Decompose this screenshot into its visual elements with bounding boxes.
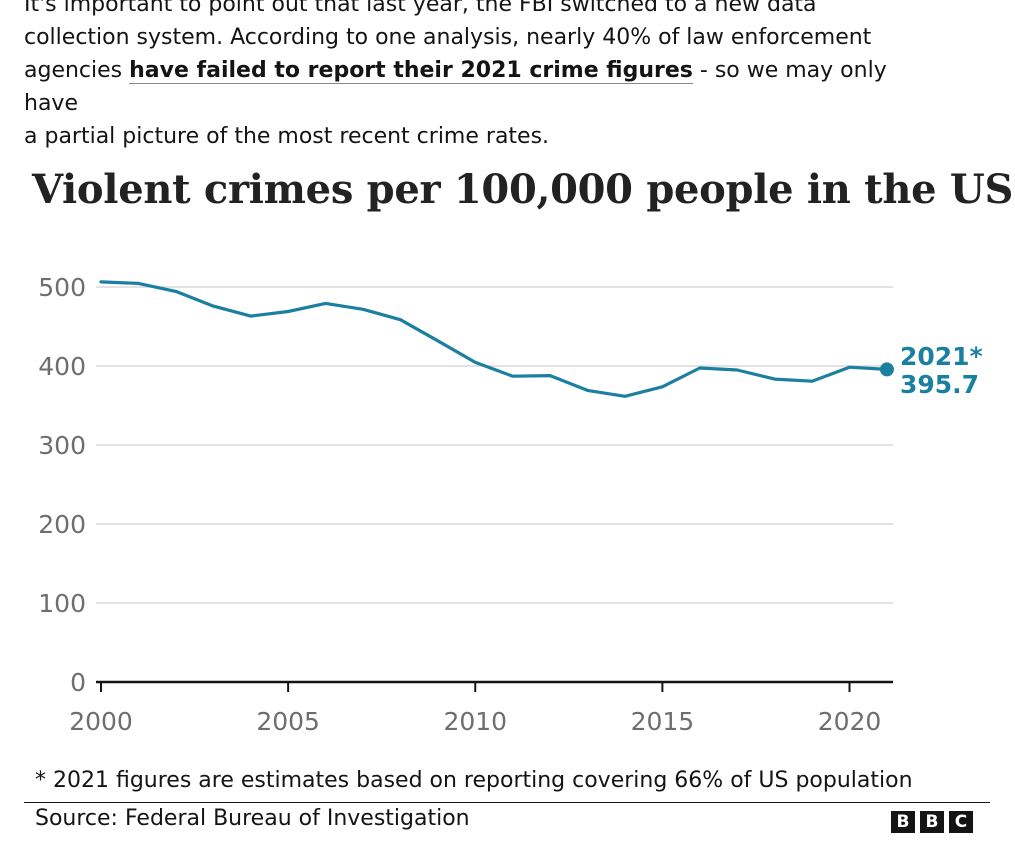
logo-letter-b1: B bbox=[891, 811, 915, 833]
logo-letter-b2: B bbox=[920, 811, 944, 833]
end-label-year: 2021* bbox=[900, 342, 983, 371]
logo-letter-c: C bbox=[949, 811, 973, 833]
y-tick-label-500: 500 bbox=[38, 273, 86, 302]
chart-title: Violent crimes per 100,000 people in the… bbox=[32, 166, 1014, 213]
y-tick-label-100: 100 bbox=[38, 589, 86, 618]
x-tick-label-2015: 2015 bbox=[631, 707, 695, 736]
x-tick-label-2010: 2010 bbox=[443, 707, 507, 736]
intro-line-3-start: agencies bbox=[24, 58, 130, 83]
intro-paragraph: It's important to point out that last ye… bbox=[24, 0, 904, 153]
x-tick-label-2000: 2000 bbox=[69, 707, 133, 736]
footer-divider bbox=[24, 802, 990, 803]
intro-line-3: agencies have failed to report their 202… bbox=[24, 54, 904, 120]
chart-footnote: * 2021 figures are estimates based on re… bbox=[35, 768, 913, 793]
crime-figures-link[interactable]: have failed to report their 2021 crime f… bbox=[129, 58, 693, 84]
end-label-value: 395.7 bbox=[900, 370, 979, 399]
y-tick-label-0: 0 bbox=[70, 668, 86, 697]
intro-line-1: It's important to point out that last ye… bbox=[24, 0, 817, 17]
intro-line-2: collection system. According to one anal… bbox=[24, 25, 872, 50]
chart-source: Source: Federal Bureau of Investigation bbox=[35, 806, 470, 831]
y-tick-label-300: 300 bbox=[38, 431, 86, 460]
y-tick-label-200: 200 bbox=[38, 510, 86, 539]
bbc-logo: B B C bbox=[891, 811, 973, 833]
y-tick-label-400: 400 bbox=[38, 352, 86, 381]
intro-line-4: a partial picture of the most recent cri… bbox=[24, 124, 550, 149]
series-line-0 bbox=[99, 280, 889, 398]
x-tick-label-2020: 2020 bbox=[818, 707, 882, 736]
x-tick-label-2005: 2005 bbox=[256, 707, 320, 736]
end-point-marker bbox=[879, 362, 894, 377]
line-chart: 0 100 200 300 400 500 2000 2005 2010 2015 2020 2021… bbox=[38, 273, 983, 736]
intro-line-3-end: - so we may only have bbox=[24, 58, 887, 116]
